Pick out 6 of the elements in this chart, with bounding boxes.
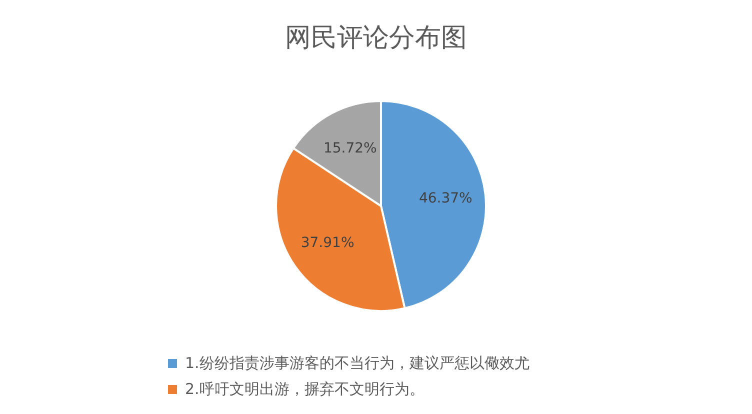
- legend-label: 2.呼吁文明出游，摒弃不文明行为。: [185, 380, 424, 398]
- data-label: 37.91%: [300, 235, 354, 252]
- chart-title: 网民评论分布图: [284, 22, 468, 55]
- data-label: 15.72%: [323, 140, 377, 157]
- data-label: 46.37%: [418, 190, 472, 207]
- legend-label: 1.纷纷指责涉事游客的不当行为，建议严惩以儆效尤: [185, 354, 530, 372]
